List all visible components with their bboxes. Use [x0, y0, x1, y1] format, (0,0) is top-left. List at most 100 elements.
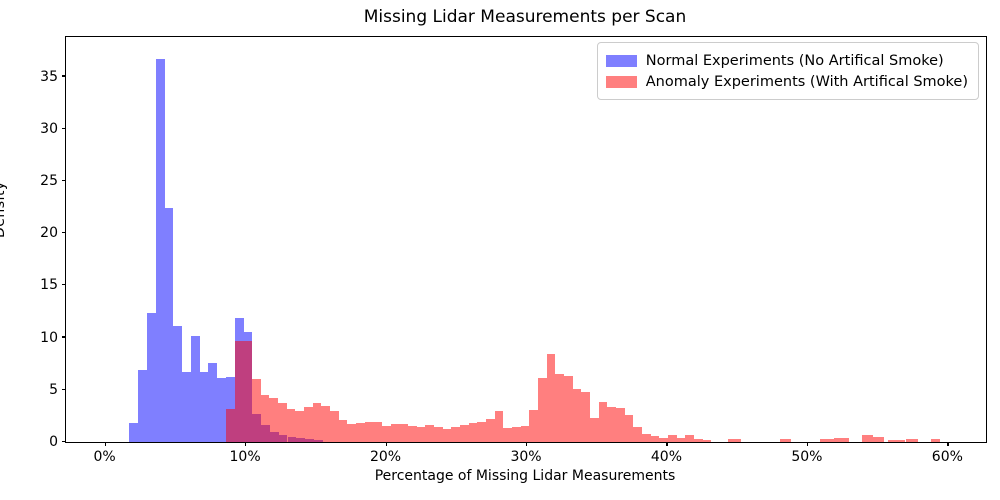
hist-bar-anomaly	[872, 437, 885, 442]
hist-bar-anomaly	[373, 422, 383, 442]
hist-bar-anomaly	[590, 418, 599, 442]
x-tick-mark	[245, 442, 247, 446]
hist-bar-anomaly	[347, 423, 357, 442]
y-tick-label: 25	[40, 173, 58, 190]
y-tick-mark	[62, 440, 66, 442]
y-tick-mark	[62, 179, 66, 182]
x-tick-mark	[947, 442, 949, 446]
x-tick-mark	[806, 442, 809, 446]
hist-bar-anomaly	[269, 398, 279, 442]
y-tick-mark	[62, 388, 66, 390]
hist-bar-normal	[147, 312, 156, 442]
y-tick-label: 30	[40, 120, 58, 137]
y-tick-mark	[62, 336, 66, 338]
hist-bar-anomaly	[451, 427, 461, 442]
hist-bar-anomaly	[425, 425, 435, 442]
hist-bar-anomaly	[494, 410, 504, 442]
hist-bar-anomaly	[685, 435, 695, 442]
hist-bar-anomaly	[312, 403, 322, 442]
x-tick-mark	[385, 442, 387, 446]
hist-bar-anomaly	[598, 402, 608, 442]
legend: Normal Experiments (No Artifical Smoke) …	[596, 42, 979, 100]
chart-title: Missing Lidar Measurements per Scan	[363, 7, 687, 27]
hist-bar-anomaly	[624, 414, 634, 442]
hist-bar-anomaly	[581, 391, 591, 442]
x-tick-label: 20%	[369, 449, 402, 465]
hist-bar-anomaly	[468, 422, 478, 442]
hist-bar-anomaly	[382, 426, 391, 442]
hist-bar-normal	[217, 378, 227, 442]
hist-bar-anomaly	[503, 428, 513, 442]
y-tick-mark	[62, 75, 66, 77]
y-axis-label: Density	[0, 181, 8, 238]
hist-bar-anomaly	[408, 425, 417, 442]
hist-bar-anomaly	[295, 410, 305, 442]
hist-bar-anomaly	[862, 435, 873, 442]
hist-bar-normal	[138, 369, 148, 442]
hist-bar-normal	[208, 362, 218, 442]
hist-bar-anomaly	[416, 427, 426, 442]
hist-bar-anomaly	[399, 424, 409, 442]
x-tick-mark	[666, 442, 668, 446]
hist-bar-anomaly	[642, 433, 651, 442]
hist-bar-anomaly	[819, 438, 834, 442]
y-tick-label: 10	[40, 329, 58, 346]
x-tick-label: 30%	[510, 449, 542, 465]
legend-swatch-anomaly	[605, 75, 637, 88]
legend-label-normal: Normal Experiments (No Artifical Smoke)	[645, 52, 944, 69]
hist-bar-anomaly	[607, 406, 617, 442]
hist-bar-anomaly	[330, 410, 339, 442]
hist-bar-anomaly	[364, 421, 374, 442]
hist-bar-anomaly	[512, 427, 521, 442]
plot-area: 0% 10% 20% 30% 40% 50% 60% 0 5 10 15 20 25 30 35 Norm…	[40, 36, 987, 465]
hist-bar-anomaly	[260, 395, 270, 442]
x-tick-label: 50%	[791, 449, 823, 465]
hist-bar-anomaly	[546, 354, 556, 442]
y-tick-label: 35	[40, 68, 58, 85]
y-tick-label: 5	[49, 381, 58, 398]
x-axis-label: Percentage of Missing Lidar Measurements	[374, 468, 676, 484]
hist-bar-anomaly	[905, 438, 918, 442]
y-tick-mark	[62, 231, 66, 234]
hist-bar-anomaly	[520, 426, 530, 442]
hist-bar-normal	[129, 423, 139, 442]
hist-bar-anomaly	[780, 439, 792, 442]
hist-bar-normal	[173, 326, 183, 442]
hist-bar-normal	[190, 335, 200, 442]
hist-bar-anomaly	[356, 422, 365, 442]
y-tick-mark	[62, 284, 66, 286]
hist-bar-anomaly	[668, 435, 677, 442]
hist-bar-anomaly	[486, 419, 495, 442]
hist-bar-anomaly	[442, 429, 452, 442]
hist-bar-anomaly	[694, 439, 703, 442]
y-tick-label: 20	[40, 225, 58, 242]
hist-bar-anomaly	[304, 407, 313, 442]
legend-item-normal: Normal Experiments (No Artifical Smoke)	[605, 50, 968, 71]
hist-bar-anomaly	[538, 378, 547, 442]
hist-bar-anomaly	[728, 439, 741, 442]
y-tick-label: 0	[49, 434, 58, 450]
hist-bar-anomaly	[338, 420, 348, 442]
hist-bar-anomaly	[931, 438, 941, 442]
hist-bar-anomaly	[650, 435, 660, 442]
y-tick-label: 15	[40, 277, 58, 294]
legend-swatch-normal	[605, 54, 637, 67]
hist-bar-normal	[182, 372, 191, 442]
hist-bar-anomaly	[659, 437, 669, 442]
hist-bar-normal	[199, 372, 209, 442]
hist-bar-anomaly	[529, 409, 539, 442]
x-tick-mark	[526, 442, 528, 446]
hist-bar-normal	[155, 58, 165, 442]
hist-bar-anomaly	[243, 340, 253, 442]
hist-bar-anomaly	[286, 408, 296, 442]
x-tick-label: 40%	[650, 449, 683, 465]
hist-bar-anomaly	[555, 374, 565, 442]
hist-bar-anomaly	[633, 427, 643, 442]
x-tick-label: 60%	[931, 449, 963, 465]
hist-bar-anomaly	[321, 406, 331, 442]
hist-bar-normal	[164, 208, 174, 442]
x-tick-label: 10%	[229, 449, 261, 465]
hist-bar-anomaly	[702, 440, 712, 442]
hist-bar-anomaly	[252, 379, 261, 442]
